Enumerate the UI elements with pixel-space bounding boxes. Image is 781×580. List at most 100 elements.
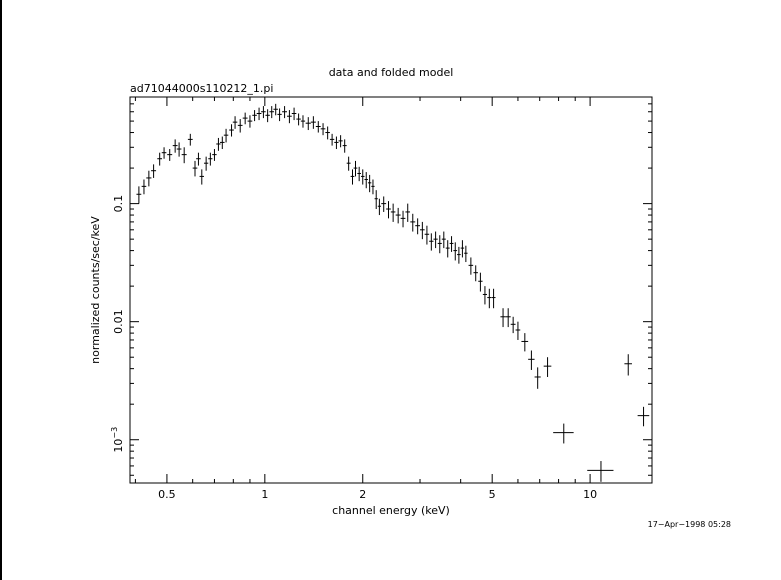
data-point (256, 107, 262, 121)
data-point (624, 354, 632, 376)
data-point (265, 109, 270, 123)
data-point (291, 107, 297, 121)
data-point (325, 126, 330, 140)
data-point (157, 152, 163, 166)
plot-frame (129, 96, 653, 484)
data-point (296, 113, 301, 126)
data-point (437, 235, 442, 254)
data-point (528, 350, 535, 370)
left-window-border (0, 0, 2, 580)
data-point (300, 115, 306, 128)
data-point (457, 246, 461, 264)
data-point (329, 133, 335, 146)
data-point (310, 116, 316, 129)
data-point (433, 231, 438, 249)
chart-title: data and folded model (329, 66, 454, 79)
data-point (424, 225, 430, 245)
data-point (410, 213, 416, 232)
data-point (587, 461, 614, 482)
data-point (429, 233, 434, 251)
data-point (543, 357, 552, 377)
y-tick-label: 0.1 (112, 195, 125, 213)
x-tick-label: 10 (583, 488, 597, 501)
x-tick-label: 1 (261, 488, 268, 501)
data-point (141, 179, 147, 195)
data-point (172, 139, 178, 153)
x-axis-ticks (134, 97, 591, 483)
data-point (464, 245, 468, 263)
y-tick-label-group: 10−3 (110, 427, 125, 453)
data-point (252, 110, 257, 122)
data-point (453, 242, 458, 261)
data-point (346, 156, 351, 171)
data-point (350, 169, 355, 185)
data-point (360, 169, 365, 185)
chart-subtitle: ad71044000s110212_1.pi (130, 82, 273, 95)
y-tick-label: 10−3 (110, 427, 125, 453)
data-point (374, 190, 378, 210)
data-point (161, 147, 167, 159)
y-axis-ticks (130, 96, 652, 476)
data-point (282, 106, 288, 119)
data-point (146, 170, 152, 187)
y-tick-label: 0.01 (112, 309, 125, 334)
data-point (287, 110, 292, 124)
data-point (229, 124, 234, 137)
data-point (199, 169, 204, 185)
data-point (468, 257, 474, 275)
data-point (338, 135, 343, 148)
data-point (505, 308, 511, 328)
x-axis-tick-labels: 0.5 1 2 5 10 (158, 488, 597, 501)
data-point (187, 133, 193, 146)
y-tick-label-group: 0.01 (112, 309, 125, 334)
data-point (381, 196, 387, 212)
data-point (203, 156, 209, 171)
data-point (445, 240, 450, 258)
data-point (261, 106, 266, 119)
data-point (473, 265, 478, 282)
x-tick-label: 5 (489, 488, 496, 501)
data-point (334, 136, 339, 150)
data-point (181, 147, 187, 164)
data-point (390, 203, 396, 222)
data-point (420, 221, 425, 240)
data-point (377, 198, 381, 216)
data-points (136, 103, 650, 482)
data-point (449, 236, 454, 252)
data-point (521, 333, 529, 352)
y-axis-label: normalized counts/sec/keV (89, 216, 102, 364)
data-point (553, 423, 574, 444)
data-point (637, 406, 650, 427)
data-point (353, 160, 358, 177)
data-point (219, 136, 225, 150)
y-tick-label-exponent: −3 (110, 427, 119, 439)
data-point (342, 139, 347, 153)
data-point (405, 203, 411, 222)
x-tick-label: 0.5 (158, 488, 176, 501)
data-point (395, 207, 401, 224)
x-tick-label: 2 (359, 488, 366, 501)
data-point (237, 119, 243, 133)
data-point (196, 152, 201, 166)
data-point (441, 231, 446, 249)
data-point (500, 308, 506, 328)
data-point (415, 218, 421, 235)
data-point (386, 201, 391, 219)
data-point (192, 160, 198, 177)
data-point (357, 166, 361, 182)
data-point (487, 288, 492, 309)
data-point (305, 117, 311, 131)
data-point (364, 172, 368, 189)
data-point (247, 115, 253, 128)
data-point (242, 112, 248, 125)
data-point (367, 174, 372, 193)
data-point (515, 321, 521, 340)
x-axis-label: channel energy (keV) (332, 504, 450, 517)
data-point (320, 123, 326, 136)
data-point (400, 210, 406, 228)
data-point (482, 286, 488, 305)
data-point (460, 240, 465, 258)
y-axis-tick-labels: 0.1 0.01 10−3 (110, 195, 125, 453)
data-point (371, 179, 375, 195)
data-point (491, 288, 496, 309)
